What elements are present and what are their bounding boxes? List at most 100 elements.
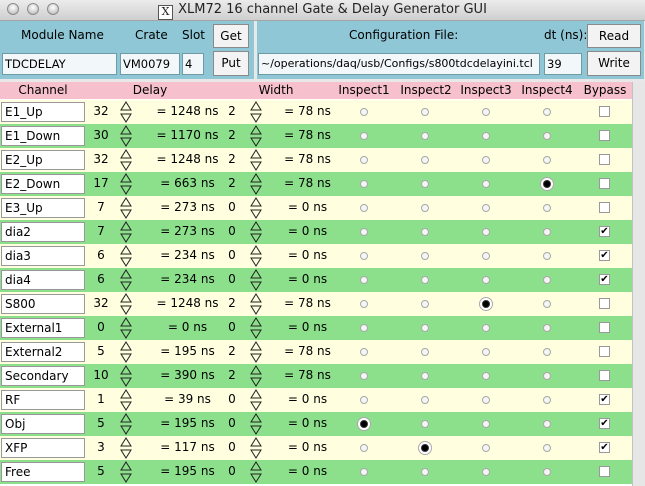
bypass-checkbox[interactable]: ✔ (599, 250, 610, 261)
width-value[interactable]: 0 (228, 320, 236, 334)
inspect1-radio[interactable] (360, 300, 368, 308)
inspect3-radio[interactable] (482, 348, 490, 356)
bypass-checkbox[interactable]: ✔ (599, 394, 610, 405)
inspect2-radio[interactable] (421, 108, 429, 116)
bypass-checkbox[interactable] (599, 298, 610, 309)
inspect2-radio[interactable] (421, 324, 429, 332)
inspect4-radio[interactable] (543, 300, 551, 308)
inspect2-radio[interactable] (421, 132, 429, 140)
channel-name-field[interactable]: E1_Down (1, 126, 85, 146)
width-value[interactable]: 2 (228, 128, 236, 142)
bypass-checkbox[interactable] (599, 346, 610, 357)
inspect2-radio[interactable] (421, 180, 429, 188)
delay-spinner-icon[interactable] (120, 221, 132, 243)
minimize-window-icon[interactable] (27, 3, 39, 15)
inspect1-radio[interactable] (360, 372, 368, 380)
delay-value[interactable]: 32 (93, 296, 109, 310)
read-button[interactable]: Read (587, 24, 641, 48)
channel-name-field[interactable]: dia2 (1, 222, 85, 242)
delay-value[interactable]: 5 (97, 416, 105, 430)
width-value[interactable]: 0 (228, 416, 236, 430)
inspect3-radio[interactable] (482, 444, 490, 452)
delay-value[interactable]: 7 (97, 200, 105, 214)
inspect4-radio[interactable] (543, 108, 551, 116)
channel-name-field[interactable]: Obj (1, 414, 85, 434)
inspect3-radio[interactable] (482, 276, 490, 284)
module-name-field[interactable]: TDCDELAY (2, 53, 117, 75)
delay-value[interactable]: 32 (93, 152, 109, 166)
inspect4-radio[interactable] (543, 276, 551, 284)
delay-spinner-icon[interactable] (120, 437, 132, 459)
width-value[interactable]: 0 (228, 248, 236, 262)
delay-spinner-icon[interactable] (120, 341, 132, 363)
inspect3-radio[interactable] (482, 180, 490, 188)
width-value[interactable]: 0 (228, 272, 236, 286)
bypass-checkbox[interactable] (599, 154, 610, 165)
width-value[interactable]: 2 (228, 152, 236, 166)
inspect4-radio[interactable] (543, 468, 551, 476)
inspect4-radio[interactable] (543, 180, 551, 188)
inspect1-radio[interactable] (360, 132, 368, 140)
width-value[interactable]: 2 (228, 296, 236, 310)
width-value[interactable]: 2 (228, 344, 236, 358)
vertical-scrollbar[interactable] (632, 82, 645, 486)
width-spinner-icon[interactable] (250, 365, 262, 387)
get-button[interactable]: Get (213, 24, 249, 48)
inspect4-radio[interactable] (543, 348, 551, 356)
width-spinner-icon[interactable] (250, 221, 262, 243)
put-button[interactable]: Put (213, 51, 249, 76)
inspect2-radio[interactable] (421, 300, 429, 308)
inspect2-radio[interactable] (421, 228, 429, 236)
inspect2-radio[interactable] (421, 276, 429, 284)
inspect3-radio[interactable] (482, 108, 490, 116)
delay-spinner-icon[interactable] (120, 365, 132, 387)
width-spinner-icon[interactable] (250, 389, 262, 411)
inspect2-radio[interactable] (421, 396, 429, 404)
channel-name-field[interactable]: dia3 (1, 246, 85, 266)
delay-value[interactable]: 3 (97, 440, 105, 454)
inspect4-radio[interactable] (543, 420, 551, 428)
delay-spinner-icon[interactable] (120, 413, 132, 435)
inspect4-radio[interactable] (543, 252, 551, 260)
channel-name-field[interactable]: Secondary (1, 366, 85, 386)
delay-spinner-icon[interactable] (120, 461, 132, 483)
delay-spinner-icon[interactable] (120, 173, 132, 195)
config-file-field[interactable]: ~/operations/daq/usb/Configs/s800tdcdela… (258, 53, 540, 75)
inspect4-radio[interactable] (543, 132, 551, 140)
slot-field[interactable]: 4 (182, 53, 204, 75)
inspect1-radio[interactable] (360, 348, 368, 356)
channel-name-field[interactable]: XFP (1, 438, 85, 458)
delay-value[interactable]: 32 (93, 104, 109, 118)
delay-spinner-icon[interactable] (120, 125, 132, 147)
width-spinner-icon[interactable] (250, 461, 262, 483)
channel-name-field[interactable]: dia4 (1, 270, 85, 290)
channel-name-field[interactable]: E1_Up (1, 102, 85, 122)
inspect2-radio[interactable] (421, 348, 429, 356)
inspect2-radio[interactable] (421, 420, 429, 428)
delay-spinner-icon[interactable] (120, 293, 132, 315)
width-spinner-icon[interactable] (250, 269, 262, 291)
inspect4-radio[interactable] (543, 444, 551, 452)
close-window-icon[interactable] (7, 3, 19, 15)
channel-name-field[interactable]: External2 (1, 342, 85, 362)
width-spinner-icon[interactable] (250, 197, 262, 219)
inspect1-radio[interactable] (360, 468, 368, 476)
channel-name-field[interactable]: E3_Up (1, 198, 85, 218)
width-spinner-icon[interactable] (250, 101, 262, 123)
inspect2-radio[interactable] (421, 372, 429, 380)
inspect1-radio[interactable] (360, 396, 368, 404)
delay-value[interactable]: 6 (97, 272, 105, 286)
inspect3-radio[interactable] (482, 420, 490, 428)
delay-value[interactable]: 6 (97, 248, 105, 262)
inspect4-radio[interactable] (543, 228, 551, 236)
channel-name-field[interactable]: RF (1, 390, 85, 410)
inspect3-radio[interactable] (482, 300, 490, 308)
width-spinner-icon[interactable] (250, 245, 262, 267)
inspect2-radio[interactable] (421, 468, 429, 476)
delay-spinner-icon[interactable] (120, 149, 132, 171)
channel-name-field[interactable]: Free (1, 462, 85, 482)
inspect2-radio[interactable] (421, 444, 429, 452)
inspect1-radio[interactable] (360, 324, 368, 332)
bypass-checkbox[interactable] (599, 322, 610, 333)
width-spinner-icon[interactable] (250, 413, 262, 435)
